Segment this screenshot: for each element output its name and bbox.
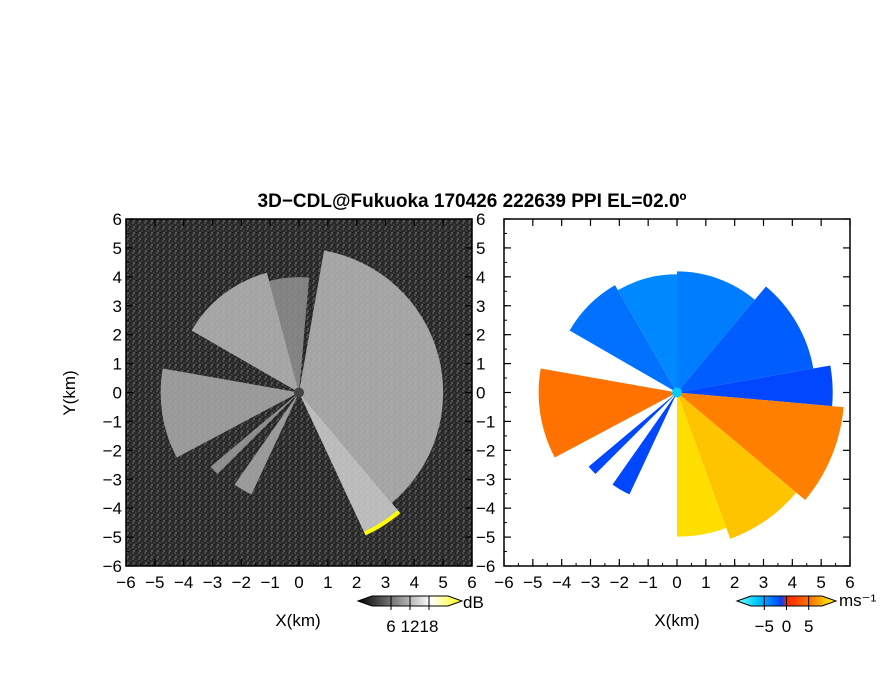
reflectivity-colorbar: 6 12 18 dB (356, 593, 484, 636)
left-y-tick-label-right: 0 (476, 384, 485, 403)
left-sector-2 (160, 368, 299, 458)
right-x-tick-label: 0 (672, 573, 681, 592)
left-y-tick-label: 2 (113, 326, 122, 345)
left-sector-4 (269, 277, 310, 393)
left-axis-ticks: −6 −5 −4 −3 −2 −1 0 1 2 3 4 5 66 65 54 43 32 21 10 0−1 −1−2−… (103, 210, 496, 592)
right-x-tick-label: 6 (845, 573, 854, 592)
left-y-tick-label: 4 (113, 268, 122, 287)
right-sector-3 (677, 286, 814, 393)
left-y-tick-label-right: −5 (476, 528, 495, 547)
left-x-tick-label: 5 (438, 573, 447, 592)
velocity-colorbar-tick-label: 5 (804, 617, 813, 636)
left-x-tick-label: 0 (294, 573, 303, 592)
right-x-tick-label: −1 (638, 573, 657, 592)
left-panel: −6 −5 −4 −3 −2 −1 0 1 2 3 4 5 66 65 54 43 32 21 10 0−1 −1−2−… (103, 210, 496, 630)
left-y-tick-label: −1 (103, 412, 122, 431)
chart-title: 3D−CDL@Fukuoka 170426 222639 PPI EL=02.0… (258, 191, 687, 212)
velocity-colorbar-tick-label: −5 (755, 617, 774, 636)
reflectivity-colorbar-ticks: 6 12 18 (386, 596, 438, 636)
left-y-tick-label: −5 (103, 528, 122, 547)
left-y-tick-label: −2 (103, 441, 122, 460)
left-y-tick-label-right: 6 (476, 210, 485, 229)
right-sector-2 (677, 271, 755, 393)
right-x-tick-label: 3 (759, 573, 768, 592)
left-sector-6 (210, 392, 299, 475)
left-sector-1 (299, 392, 400, 534)
left-sector-3 (191, 272, 299, 393)
velocity-colorbar-tick-label: 0 (782, 617, 791, 636)
right-sector-4 (677, 365, 833, 407)
left-y-tick-label-right: 4 (476, 268, 485, 287)
left-x-tick-label: −5 (145, 573, 164, 592)
right-sector-5 (677, 392, 844, 500)
reflectivity-colorbar-tick-label: 18 (420, 617, 439, 636)
velocity-sectors (538, 271, 844, 539)
y-axis-label: Y(km) (60, 370, 79, 415)
right-x-tick-label: 1 (701, 573, 710, 592)
reflectivity-sectors (160, 250, 444, 536)
right-x-tick-label: −5 (523, 573, 542, 592)
left-x-tick-label: 3 (381, 573, 390, 592)
right-x-tick-label: 5 (816, 573, 825, 592)
velocity-colorbar-unit: ms⁻¹ (839, 591, 877, 610)
left-x-tick-label: 2 (352, 573, 361, 592)
left-sector-5 (234, 392, 299, 495)
right-x-tick-label: −2 (610, 573, 629, 592)
left-x-tick-label: 1 (323, 573, 332, 592)
left-x-tick-label: 4 (410, 573, 419, 592)
left-y-tick-label-right: −1 (476, 412, 495, 431)
right-x-axis-label: X(km) (654, 611, 699, 630)
reflectivity-colorbar-unit: dB (463, 593, 484, 612)
right-x-tick-label: 2 (730, 573, 739, 592)
right-x-tick-label: −3 (581, 573, 600, 592)
left-y-tick-label: −3 (103, 470, 122, 489)
right-radar-origin (672, 387, 682, 398)
left-y-tick-label-right: −4 (476, 499, 495, 518)
left-y-tick-label-right: −3 (476, 470, 495, 489)
right-sector-7 (677, 392, 727, 537)
right-sector-6 (677, 392, 797, 539)
right-sector-10 (588, 392, 677, 475)
left-y-tick-label: 1 (113, 355, 122, 374)
left-x-tick-label: 6 (467, 573, 476, 592)
left-y-tick-label-right: 5 (476, 239, 485, 258)
left-y-tick-label-right: −2 (476, 441, 495, 460)
left-y-tick-label: 6 (113, 210, 122, 229)
velocity-colorbar: −5 0 5 ms⁻¹ (735, 591, 877, 636)
left-y-tick-label-right: 2 (476, 326, 485, 345)
right-sector-0 (569, 285, 677, 393)
left-radar-origin (294, 387, 304, 398)
left-x-tick-label: −4 (174, 573, 193, 592)
left-y-tick-label: 0 (113, 384, 122, 403)
left-sector-edge-1 (363, 510, 401, 536)
left-y-tick-label-right: 3 (476, 297, 485, 316)
reflectivity-colorbar-tick-label: 12 (401, 617, 420, 636)
left-y-tick-label: 3 (113, 297, 122, 316)
left-y-tick-label-right: −6 (476, 557, 495, 576)
left-x-axis-label: X(km) (275, 611, 320, 630)
right-sector-8 (538, 368, 677, 458)
left-x-tick-label: −2 (232, 573, 251, 592)
left-x-tick-label: −3 (203, 573, 222, 592)
right-x-tick-label: −6 (494, 573, 513, 592)
left-x-tick-label: −1 (260, 573, 279, 592)
left-y-tick-label: 5 (113, 239, 122, 258)
right-axis-ticks: −6 −5 −4 −3 −2 −1 0 1 2 3 4 5 6 (494, 218, 855, 592)
right-x-tick-label: 4 (788, 573, 797, 592)
left-y-tick-label: −4 (103, 499, 122, 518)
reflectivity-colorbar-tick-label: 6 (386, 617, 395, 636)
left-y-tick-label-right: 1 (476, 355, 485, 374)
right-sector-9 (612, 392, 677, 495)
right-x-tick-label: −4 (552, 573, 571, 592)
left-y-tick-label: −6 (103, 557, 122, 576)
right-sector-1 (617, 274, 677, 393)
left-sector-0 (299, 250, 444, 503)
right-panel: −6 −5 −4 −3 −2 −1 0 1 2 3 4 5 6 X(km) (494, 218, 855, 630)
left-x-tick-label: −6 (116, 573, 135, 592)
velocity-colorbar-ticks: −5 0 5 (755, 596, 813, 636)
